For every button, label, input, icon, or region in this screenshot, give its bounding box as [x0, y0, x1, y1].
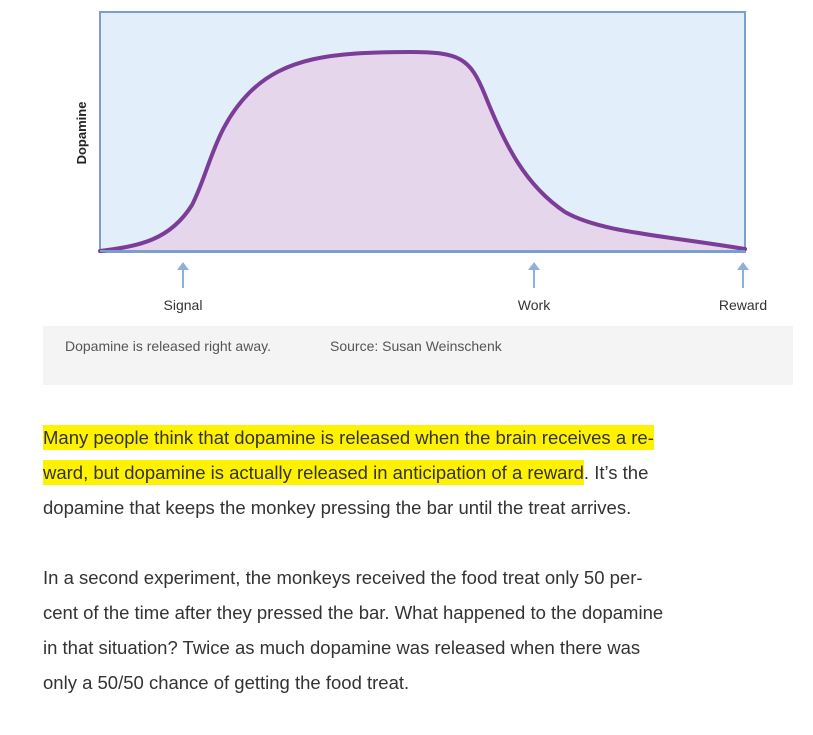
signal-arrow	[177, 262, 189, 288]
dopamine-curve	[98, 49, 747, 253]
dopamine-chart: Dopamine Signal Work Reward	[0, 0, 813, 325]
work-arrow	[528, 262, 540, 288]
paragraph-2-line-3: in that situation? Twice as much dopamin…	[43, 637, 641, 658]
paragraph-2: In a second experiment, the monkeys rece…	[43, 560, 803, 700]
y-axis-label: Dopamine	[74, 102, 89, 165]
paragraph-2-line-4: only a 50/50 chance of getting the food …	[43, 672, 410, 693]
caption-source: Source: Susan Weinschenk	[330, 338, 502, 354]
chart-svg: Dopamine Signal Work Reward	[74, 11, 767, 313]
area-fill	[100, 52, 745, 251]
marker-label-signal: Signal	[164, 297, 203, 313]
marker-label-reward: Reward	[719, 297, 767, 313]
highlighted-text: ward, but dopamine is actually released …	[43, 460, 584, 485]
reward-arrow	[737, 262, 749, 288]
paragraph-1-line-2: ward, but dopamine is actually released …	[43, 455, 803, 490]
paragraph-2-line-2: cent of the time after they pressed the …	[43, 602, 664, 623]
figure-caption: Dopamine is released right away. Source:…	[43, 326, 793, 385]
paragraph-1-line-1: Many people think that dopamine is relea…	[43, 420, 803, 455]
paragraph-1: Many people think that dopamine is relea…	[43, 420, 803, 525]
line-text: . It’s the	[583, 462, 649, 483]
marker-label-work: Work	[518, 297, 551, 313]
paragraph-2-line-1: In a second experiment, the monkeys rece…	[43, 567, 643, 588]
highlighted-text: Many people think that dopamine is relea…	[43, 425, 654, 450]
caption-text: Dopamine is released right away.	[65, 338, 271, 354]
paragraph-1-line-3: dopamine that keeps the monkey pressing …	[43, 497, 632, 518]
